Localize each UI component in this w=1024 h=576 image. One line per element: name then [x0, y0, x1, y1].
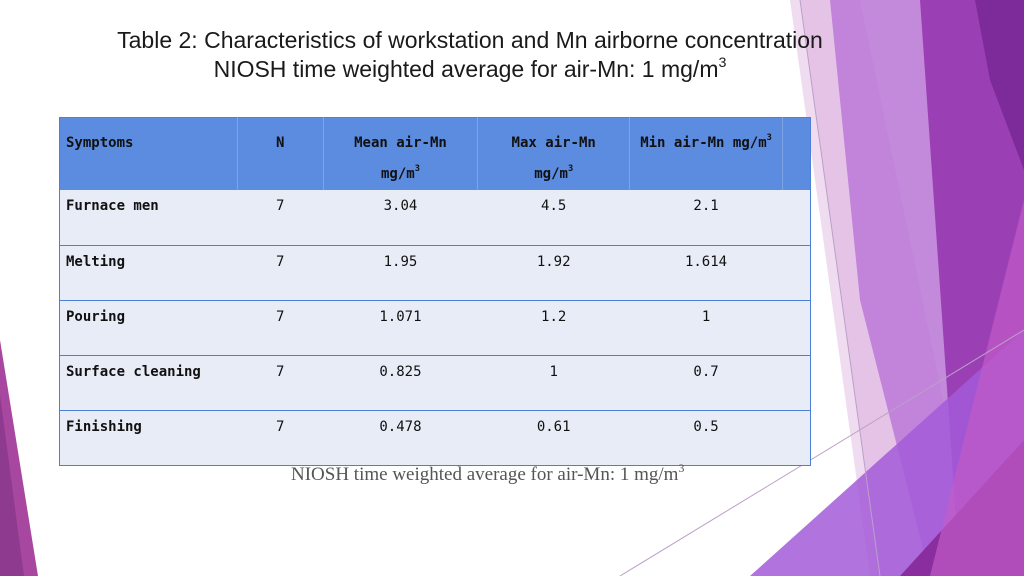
cell-max: 1.2	[477, 299, 630, 355]
cell-name: Finishing	[59, 409, 238, 465]
header-min-superscript: 3	[766, 133, 772, 144]
table-header-row: Symptoms N Mean air-Mn mg/m3 Max air-Mn …	[59, 117, 811, 191]
cell-min: 0.5	[629, 409, 783, 465]
title-line-2-text: NIOSH time weighted average for air-Mn: …	[213, 56, 719, 82]
slide-title: Table 2: Characteristics of workstation …	[40, 26, 900, 84]
cell-empty	[782, 409, 811, 465]
table-row: Finishing 7 0.478 0.61 0.5	[59, 409, 811, 465]
cell-empty	[782, 244, 811, 300]
niosh-note-superscript: 3	[678, 461, 685, 475]
cell-name: Surface cleaning	[59, 354, 238, 410]
cell-empty	[782, 354, 811, 410]
table-row: Surface cleaning 7 0.825 1 0.7	[59, 354, 811, 410]
header-mean: Mean air-Mn mg/m3	[323, 117, 479, 190]
title-line-1: Table 2: Characteristics of workstation …	[117, 27, 823, 53]
header-symptoms: Symptoms	[59, 117, 238, 190]
title-line-2: NIOSH time weighted average for air-Mn: …	[40, 55, 900, 84]
header-max-line1: Max air-Mn	[511, 135, 596, 151]
cell-min: 0.7	[629, 354, 783, 410]
header-max-line2: mg/m	[534, 166, 568, 182]
cell-name: Pouring	[59, 299, 238, 355]
decorative-line	[799, 0, 881, 576]
cell-max: 0.61	[477, 409, 630, 465]
header-empty	[783, 118, 811, 191]
header-max-superscript: 3	[567, 164, 574, 175]
characteristics-table: Symptoms N Mean air-Mn mg/m3 Max air-Mn …	[59, 117, 811, 466]
cell-n: 7	[237, 244, 324, 300]
cell-mean: 1.071	[323, 299, 478, 355]
cell-empty	[782, 299, 811, 355]
cell-n: 7	[237, 354, 324, 410]
cell-n: 7	[237, 409, 324, 465]
right-accent-deep	[975, 0, 1024, 170]
cell-max: 1	[477, 354, 630, 410]
table-row: Pouring 7 1.071 1.2 1	[59, 299, 811, 355]
table-row: Furnace men 7 3.04 4.5 2.1	[59, 190, 811, 245]
cell-max: 4.5	[541, 198, 567, 214]
cell-name: Furnace men	[66, 198, 159, 214]
cell-empty	[783, 190, 811, 245]
cell-mean: 0.478	[323, 409, 478, 465]
cell-n: 7	[275, 198, 285, 214]
cell-n: 7	[237, 299, 324, 355]
header-max: Max air-Mn mg/m3	[477, 117, 631, 190]
header-mean-line1: Mean air-Mn	[354, 135, 447, 151]
header-min-text: Min air-Mn mg/m	[640, 135, 767, 151]
header-mean-line2: mg/m	[380, 166, 415, 182]
title-line-2-superscript: 3	[718, 54, 727, 71]
header-n: N	[237, 117, 324, 190]
left-accent-shape-dark	[0, 395, 24, 576]
cell-mean: 0.825	[323, 354, 478, 410]
niosh-note: NIOSH time weighted average for air-Mn: …	[291, 461, 685, 486]
niosh-note-text: NIOSH time weighted average for air-Mn: …	[291, 464, 679, 485]
table-row: Melting 7 1.95 1.92 1.614	[59, 244, 811, 300]
cell-min: 2.1	[693, 198, 719, 214]
cell-min: 1.614	[629, 244, 783, 300]
cell-mean: 3.04	[383, 198, 418, 214]
header-min: Min air-Mn mg/m3	[629, 117, 784, 190]
right-accent-pink	[930, 200, 1024, 576]
decorative-line	[619, 329, 1024, 576]
cell-name: Melting	[59, 244, 238, 300]
cell-min: 1	[629, 299, 783, 355]
cell-max: 1.92	[477, 244, 630, 300]
header-mean-superscript: 3	[414, 164, 420, 175]
cell-mean: 1.95	[323, 244, 478, 300]
